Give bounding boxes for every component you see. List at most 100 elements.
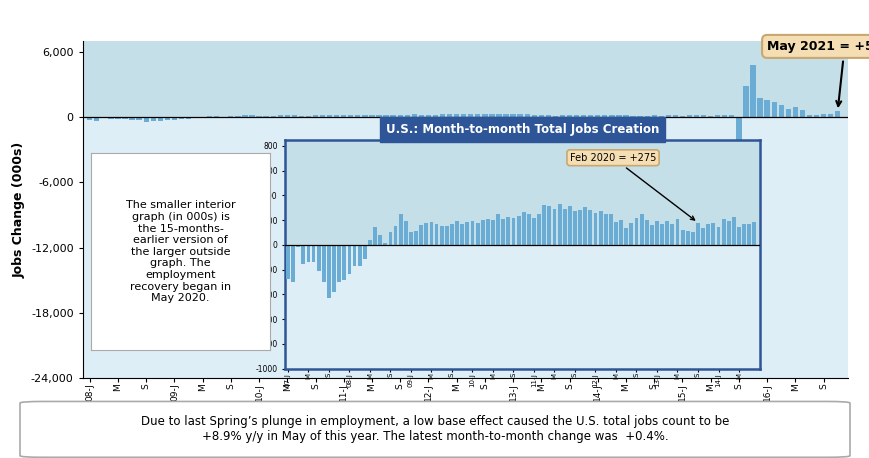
Bar <box>465 222 468 245</box>
Bar <box>285 245 759 369</box>
Bar <box>532 218 535 245</box>
Bar <box>503 114 508 117</box>
Bar <box>286 245 289 279</box>
Bar <box>316 245 321 271</box>
Bar <box>806 114 811 117</box>
Bar <box>256 116 262 117</box>
Bar <box>559 115 565 117</box>
Bar <box>157 117 163 120</box>
Bar <box>143 117 149 122</box>
Bar <box>83 117 847 378</box>
Bar <box>383 115 388 117</box>
Bar <box>460 224 463 245</box>
Bar <box>444 226 448 245</box>
Bar <box>501 218 505 245</box>
Bar <box>506 217 510 245</box>
Bar <box>598 211 602 245</box>
Bar <box>573 212 576 245</box>
Bar <box>771 102 776 117</box>
Bar <box>524 114 529 117</box>
Bar <box>601 115 607 117</box>
Bar <box>637 116 642 117</box>
Bar <box>792 107 797 117</box>
Bar <box>757 98 762 117</box>
Bar <box>468 114 473 117</box>
Bar <box>337 245 341 283</box>
Bar <box>619 219 622 245</box>
Bar <box>291 245 295 282</box>
Bar <box>348 115 353 117</box>
Bar <box>235 115 240 117</box>
Bar <box>378 235 381 245</box>
Bar <box>649 225 653 245</box>
Bar <box>242 114 248 117</box>
Bar <box>690 232 694 245</box>
Bar <box>680 230 684 245</box>
Bar <box>414 231 417 245</box>
Bar <box>660 224 663 245</box>
Bar <box>108 117 113 119</box>
Bar <box>164 117 169 120</box>
Bar <box>799 110 804 117</box>
Bar <box>332 245 335 293</box>
Bar <box>425 115 430 117</box>
Bar <box>746 224 750 245</box>
Bar <box>186 117 191 119</box>
Bar <box>305 115 311 117</box>
Bar <box>742 87 747 117</box>
Bar <box>587 210 592 245</box>
Bar <box>362 245 367 259</box>
Bar <box>429 222 433 245</box>
Bar <box>357 245 362 266</box>
Bar <box>820 114 826 117</box>
Bar <box>481 220 484 245</box>
Bar <box>461 114 466 117</box>
Bar <box>716 227 720 245</box>
Text: May 2021 = +559,000: May 2021 = +559,000 <box>766 40 869 106</box>
Bar <box>284 115 289 117</box>
Bar <box>298 115 303 117</box>
Bar <box>495 214 500 245</box>
Bar <box>228 116 233 117</box>
Bar <box>741 224 746 245</box>
Bar <box>474 114 480 117</box>
Bar <box>94 117 99 120</box>
Bar <box>706 224 709 245</box>
Bar <box>679 115 684 117</box>
Bar <box>728 115 733 117</box>
Bar <box>398 214 402 245</box>
Bar <box>686 115 692 117</box>
Bar <box>644 116 649 117</box>
Bar <box>557 204 561 245</box>
Bar <box>562 209 566 245</box>
Bar <box>700 115 706 117</box>
Bar <box>418 114 423 117</box>
Bar <box>439 226 443 245</box>
Bar <box>306 245 310 262</box>
Bar <box>388 232 392 245</box>
Bar <box>721 115 726 117</box>
Bar <box>516 216 520 245</box>
Bar <box>129 117 135 120</box>
FancyBboxPatch shape <box>20 402 849 457</box>
Bar <box>277 115 282 117</box>
Bar <box>594 115 600 117</box>
Bar <box>644 220 648 245</box>
Bar <box>813 115 819 117</box>
Bar <box>654 221 658 245</box>
Bar <box>567 115 572 117</box>
Bar <box>150 117 156 121</box>
Bar <box>541 205 546 245</box>
Bar <box>393 226 397 245</box>
Bar <box>731 217 735 245</box>
Y-axis label: Jobs Change (000s): Jobs Change (000s) <box>12 142 25 278</box>
Bar <box>327 115 332 117</box>
Bar <box>408 232 413 245</box>
Bar <box>341 115 346 117</box>
Bar <box>552 209 556 245</box>
Bar <box>486 219 489 245</box>
Bar <box>521 212 525 245</box>
Bar <box>432 114 438 117</box>
Bar <box>440 114 445 117</box>
X-axis label: Year and month: Year and month <box>403 404 527 418</box>
